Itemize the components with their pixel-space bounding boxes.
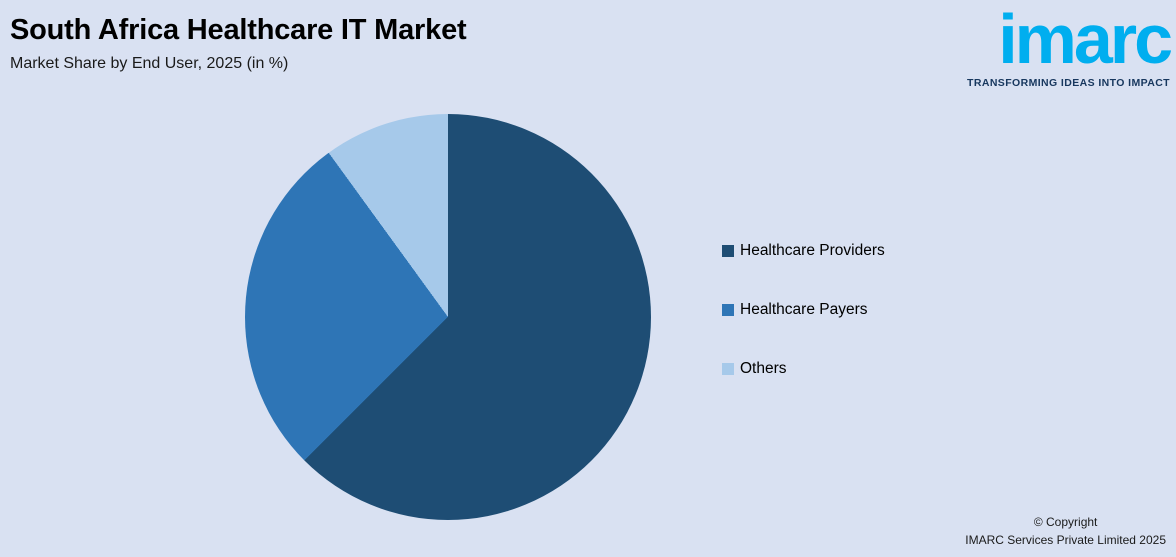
legend-item: Others — [722, 360, 885, 378]
imarc-logo-text: imarc — [998, 0, 1173, 78]
page-title: South Africa Healthcare IT Market — [10, 14, 467, 46]
legend-swatch — [722, 363, 734, 375]
legend-swatch — [722, 304, 734, 316]
legend-label: Healthcare Payers — [740, 301, 868, 318]
pie-chart — [245, 114, 651, 520]
imarc-logo: imarc TRANSFORMING IDEAS INTO IMPACT — [967, 0, 1173, 89]
header: South Africa Healthcare IT Market Market… — [10, 14, 467, 73]
legend-item: Healthcare Payers — [722, 301, 885, 319]
chart-legend: Healthcare Providers Healthcare Payers Oth… — [722, 242, 885, 378]
page-subtitle: Market Share by End User, 2025 (in %) — [10, 55, 289, 72]
copyright-footer: © Copyright IMARC Services Private Limit… — [965, 513, 1166, 549]
legend-label: Others — [740, 360, 787, 377]
imarc-logo-tagline: TRANSFORMING IDEAS INTO IMPACT — [967, 77, 1170, 89]
legend-item: Healthcare Providers — [722, 242, 885, 260]
copyright-line1: © Copyright — [1033, 515, 1098, 529]
legend-swatch — [722, 245, 734, 257]
copyright-line2: IMARC Services Private Limited 2025 — [965, 533, 1166, 547]
legend-label: Healthcare Providers — [740, 242, 885, 259]
